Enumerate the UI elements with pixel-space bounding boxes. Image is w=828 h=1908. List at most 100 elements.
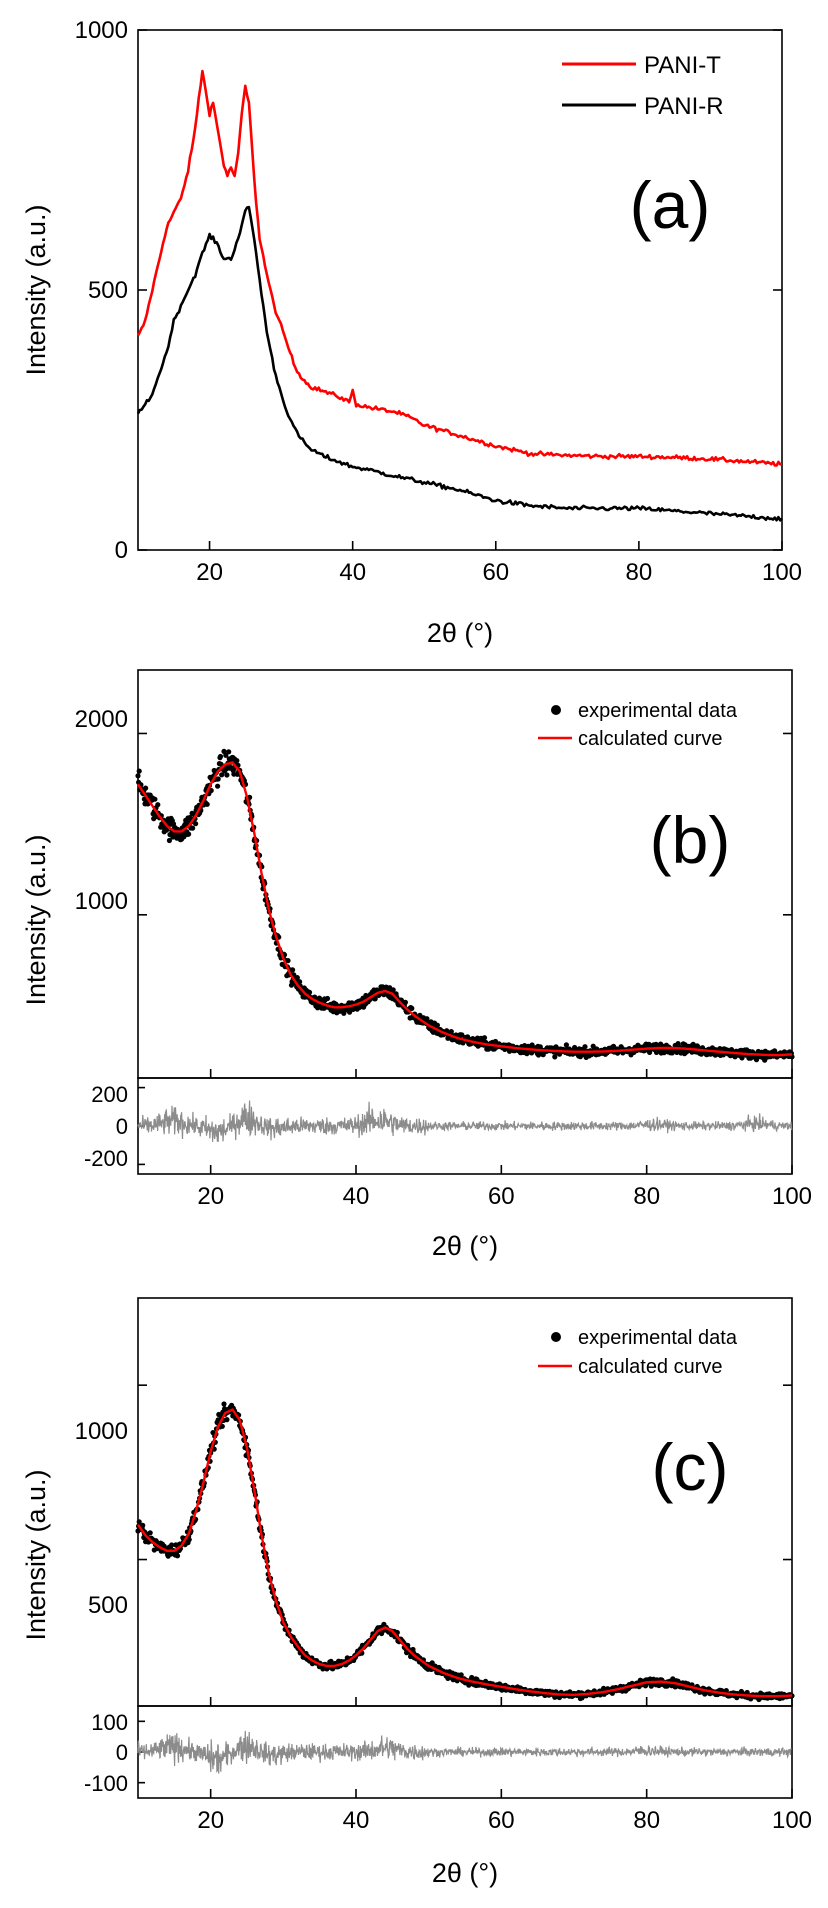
panel-c-xtick-60: 60	[488, 1807, 515, 1834]
panel-b-data-point	[166, 837, 172, 844]
panel-b-data-point	[290, 967, 296, 973]
panel-b-legend-dot	[551, 705, 561, 715]
panel-b-resid-ytick-neg200: -200	[84, 1146, 128, 1171]
panel-b-data-point	[347, 1009, 353, 1015]
panel-c-data-point	[169, 1542, 175, 1548]
panel-c-resid-ytick-neg100: -100	[84, 1771, 128, 1796]
panel-c-calculated-curve	[137, 1408, 793, 1698]
panel-b-data-point	[563, 1042, 570, 1048]
panel-c-legend-label-experimental: experimental data	[578, 1327, 738, 1349]
panel-a-xtick-60: 60	[482, 559, 509, 586]
panel-a-xtick-80: 80	[626, 559, 653, 586]
panel-c-xtick-20: 20	[197, 1807, 224, 1834]
panel-c-resid-ytick-100: 100	[91, 1710, 128, 1735]
panel-b-data-point	[448, 1029, 454, 1035]
panel-c-label: (c)	[652, 1430, 729, 1504]
panel-a-ytick-0: 0	[115, 537, 128, 564]
panel-b-label: (b)	[650, 803, 731, 877]
panel-b-xlabel: 2θ (°)	[432, 1231, 498, 1261]
panel-a-xlabel: 2θ (°)	[427, 618, 493, 648]
panel-b-data-point	[552, 1054, 558, 1060]
panel-b-residual	[137, 1100, 793, 1142]
panel-a-xtick-20: 20	[196, 559, 223, 586]
panel-c-data-point	[642, 1683, 649, 1689]
panel-b-ytick-1000: 1000	[75, 888, 128, 915]
panel-c-data-point	[136, 1519, 142, 1525]
panel-c-data-point	[186, 1537, 192, 1543]
panel-b-data-point	[155, 802, 161, 808]
panel-a-ytick-500: 500	[88, 277, 128, 304]
panel-b-data-point	[204, 801, 210, 807]
panel-c-data-point	[174, 1553, 181, 1559]
panel-b-xtick-60: 60	[488, 1183, 515, 1210]
panel-c-data-point	[219, 1423, 225, 1429]
panel-c-resid-ytick-0: 0	[116, 1740, 128, 1765]
panel-b-xtick-100: 100	[772, 1183, 812, 1210]
panel-b-resid-ytick-0: 0	[116, 1114, 128, 1139]
panel-c-ytick-500: 500	[88, 1592, 128, 1619]
panel-b-data-point	[306, 989, 313, 996]
panel-b-ticks	[138, 732, 793, 1174]
panel-b-legend-label-calculated: calculated curve	[578, 728, 723, 750]
panel-b: 1000 2000 200 0 -200 20 40 60 80 100 2θ …	[21, 669, 812, 1261]
panel-c-legend-dot	[551, 1332, 561, 1342]
panel-b-data-point	[695, 1044, 701, 1050]
panel-a: 0 500 1000 20 40 60 80 100 2θ (°) Intens…	[21, 17, 802, 648]
panel-b-data-point	[297, 979, 303, 985]
panel-b-data-point	[226, 749, 232, 755]
panel-b-data-point	[402, 999, 408, 1006]
panel-b-data-point	[285, 958, 291, 964]
panel-b-data-point	[294, 975, 300, 981]
panel-c-ylabel: Intensity (a.u.)	[21, 1469, 51, 1640]
panel-b-calculated-curve-line	[136, 761, 793, 1057]
panel-b-data-point	[208, 787, 214, 794]
panel-b-data-point	[135, 773, 141, 779]
panel-b-data-point	[163, 827, 170, 833]
panel-b-xtick-40: 40	[343, 1183, 370, 1210]
panel-b-data-point	[217, 753, 224, 760]
panel-c-ytick-1000: 1000	[75, 1418, 128, 1445]
panel-b-data-point	[143, 785, 149, 791]
panel-c-xtick-100: 100	[772, 1807, 812, 1834]
panel-c: 500 1000 100 0 -100 20 40 60 80 100 2θ (…	[21, 1297, 812, 1888]
panel-b-data-point	[215, 776, 221, 782]
panel-a-label: (a)	[630, 168, 711, 242]
panel-b-ylabel: Intensity (a.u.)	[21, 834, 51, 1005]
panel-b-data-point	[234, 758, 240, 764]
panel-b-data-point	[215, 783, 221, 789]
panel-a-ytick-1000: 1000	[75, 17, 128, 44]
panel-b-data-point	[136, 768, 142, 774]
panel-c-xtick-80: 80	[633, 1807, 660, 1834]
panel-b-xtick-20: 20	[197, 1183, 224, 1210]
panel-b-data-point	[152, 796, 158, 802]
panel-b-data-point	[219, 772, 225, 778]
panel-b-legend-label-experimental: experimental data	[578, 700, 738, 722]
panel-b-data-point	[459, 1032, 465, 1038]
panel-b-data-point	[481, 1035, 488, 1041]
panel-a-ticks	[138, 29, 783, 551]
panel-a-xtick-40: 40	[339, 559, 366, 586]
panel-c-residual	[137, 1730, 793, 1774]
panel-a-xtick-100: 100	[762, 559, 802, 586]
panel-b-experimental-points	[135, 748, 795, 1063]
panel-b-data-point	[409, 1005, 415, 1012]
panel-c-data-point	[224, 1417, 230, 1423]
panel-b-data-point	[223, 752, 229, 758]
panel-b-data-point	[221, 748, 227, 755]
panel-c-calculated-curve-line	[137, 1408, 793, 1698]
panel-b-data-point	[190, 825, 196, 831]
panel-c-residual-line	[137, 1730, 793, 1774]
panel-b-data-point	[582, 1044, 588, 1050]
series-line-pani-r	[136, 205, 783, 522]
panel-c-data-point	[147, 1530, 153, 1536]
panel-b-data-point	[224, 772, 230, 778]
panel-b-data-point	[717, 1046, 723, 1052]
panel-b-ytick-2000: 2000	[75, 706, 128, 733]
legend-label-pani-r: PANI-R	[644, 93, 724, 120]
panel-c-legend-label-calculated: calculated curve	[578, 1356, 723, 1378]
panel-a-series	[136, 69, 783, 522]
panel-c-xtick-40: 40	[343, 1807, 370, 1834]
panel-b-data-point	[193, 821, 199, 827]
panel-b-data-point	[434, 1022, 440, 1028]
